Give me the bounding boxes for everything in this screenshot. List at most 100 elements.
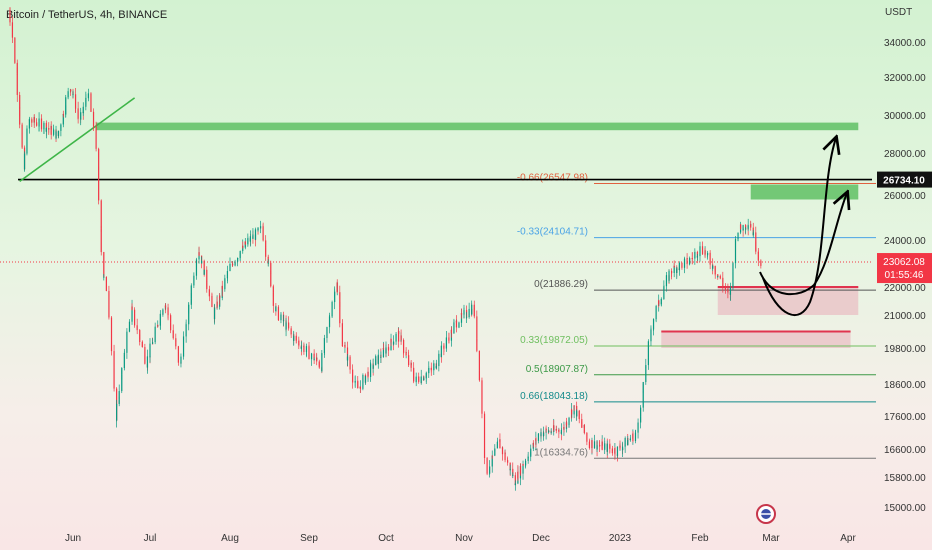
candle [14, 39, 16, 64]
candle-body [272, 292, 274, 306]
price-unit: USDT [885, 7, 913, 18]
zone-support-3 [661, 331, 851, 348]
candle-body [359, 386, 361, 389]
candle-body [90, 93, 92, 104]
candle-body [28, 119, 30, 129]
candle-body [583, 424, 585, 433]
candle-body [131, 306, 133, 322]
candle-body [696, 256, 699, 258]
candle-body [530, 448, 532, 456]
candle-body [65, 97, 67, 111]
candle-body [512, 475, 514, 477]
candle [43, 121, 45, 134]
candle-body [206, 269, 208, 283]
candle-body [216, 301, 218, 307]
candle [593, 434, 596, 449]
candle-body [390, 339, 392, 343]
candle-body [62, 114, 64, 115]
candle-body [26, 128, 28, 149]
fib-label-6: 1(16334.76) [534, 447, 588, 458]
candle [116, 399, 118, 428]
candle-body [265, 247, 267, 257]
candle [624, 436, 626, 450]
candle-body [237, 258, 239, 259]
candle-body [550, 432, 552, 433]
candle [415, 372, 417, 387]
candle-body [683, 258, 686, 261]
candle [408, 351, 410, 368]
candle [478, 367, 480, 382]
candle-body [270, 262, 272, 273]
candle [418, 372, 420, 384]
candle-body [440, 345, 442, 358]
candle-body [757, 254, 759, 261]
candles-layer [9, 6, 762, 491]
candle [750, 220, 752, 231]
candle-body [755, 232, 757, 247]
candle-body [9, 11, 11, 23]
candle-body [517, 471, 519, 479]
axes-layer: 34000.00 32000.00 30000.00 28000.00 26000.00… [65, 38, 932, 544]
candle-body [496, 443, 498, 449]
candle-body [591, 440, 593, 449]
candle-body [750, 224, 752, 228]
candle [349, 358, 351, 374]
candle [663, 280, 665, 292]
candle-body [224, 278, 226, 282]
candle-body [747, 225, 749, 229]
candle [113, 362, 115, 392]
candle-body [719, 275, 721, 278]
candle [357, 380, 359, 389]
candle-body [40, 121, 43, 130]
candle [259, 220, 262, 234]
candle-body [689, 258, 691, 263]
candle [683, 258, 686, 264]
candle [224, 274, 226, 287]
candle [755, 241, 757, 255]
candle [370, 359, 372, 371]
candle [699, 241, 701, 256]
candle-body [62, 114, 64, 125]
candle-body [642, 382, 644, 391]
candle [40, 119, 43, 132]
candle-body [103, 252, 105, 277]
candle-body [415, 376, 417, 382]
candle [28, 118, 30, 122]
candle-body [323, 338, 325, 351]
candle-body [182, 352, 185, 357]
candle [760, 259, 762, 269]
candle-body [660, 299, 662, 302]
candle-body [139, 336, 141, 343]
candle-body [14, 43, 16, 63]
candle-body [305, 346, 308, 350]
candle-body [226, 271, 229, 277]
candle [752, 230, 754, 238]
candle [390, 338, 392, 347]
candle [237, 257, 239, 260]
candle [285, 318, 287, 337]
projection-arrow-short [759, 193, 847, 296]
candle-body [671, 272, 673, 274]
candle [527, 454, 529, 459]
candle [387, 343, 390, 356]
candle [522, 460, 524, 480]
candle [696, 253, 699, 261]
candle-body [606, 444, 608, 452]
candle-body [596, 445, 598, 450]
candle [423, 376, 425, 381]
candle-body [293, 336, 295, 341]
candle-body [154, 326, 156, 335]
candle [380, 351, 382, 364]
candle-body [565, 422, 568, 426]
candle [164, 303, 167, 314]
candle [671, 268, 673, 280]
candle-body [92, 113, 95, 127]
candle [95, 131, 97, 152]
candle [219, 293, 221, 305]
candle-body [254, 229, 257, 240]
candle-body [658, 300, 660, 305]
fib-layer: -0.66(26547.98) -0.33(24104.71) 0(21886.29… [517, 172, 876, 459]
candle-body [522, 464, 524, 466]
candle [722, 280, 724, 293]
